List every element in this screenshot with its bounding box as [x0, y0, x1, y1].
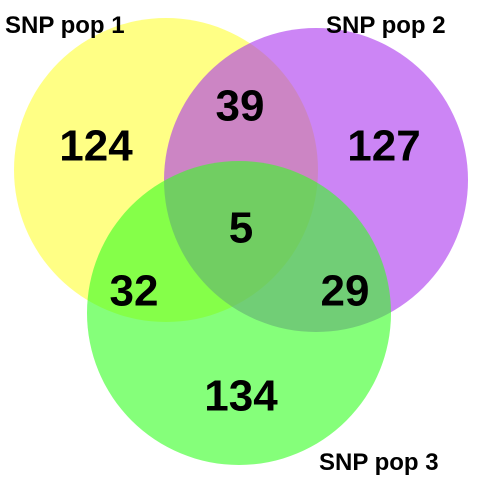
region-only-pop2-count: 127	[347, 122, 420, 171]
region-only-pop1-count: 124	[59, 122, 133, 171]
region-pop1-pop2-count: 39	[216, 82, 265, 131]
region-pop2-pop3-count: 29	[321, 267, 370, 316]
region-only-pop3-count: 134	[204, 372, 278, 421]
set-pop3-circle	[87, 161, 391, 465]
region-all-three-count: 5	[229, 204, 253, 253]
set-pop1-label: SNP pop 1	[5, 12, 125, 39]
region-pop1-pop3-count: 32	[110, 267, 159, 316]
set-pop3-label: SNP pop 3	[319, 449, 439, 476]
set-pop2-label: SNP pop 2	[326, 12, 446, 39]
